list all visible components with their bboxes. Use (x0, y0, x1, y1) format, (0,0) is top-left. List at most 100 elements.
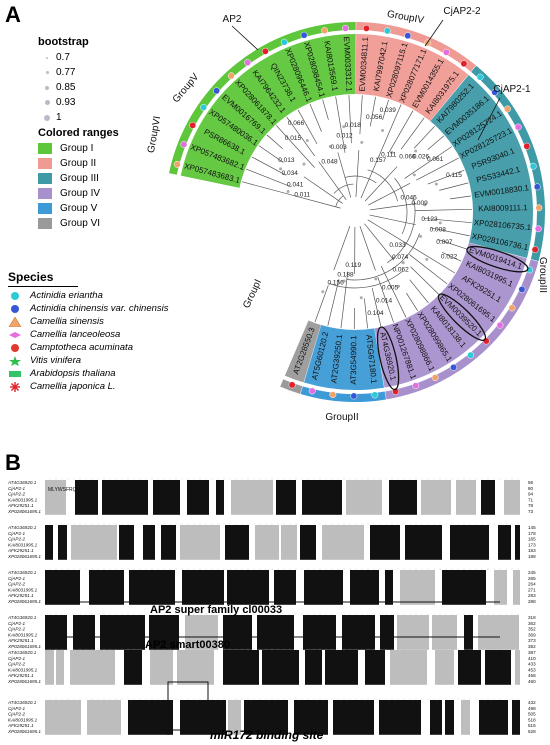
branch-value: 0.014 (376, 297, 393, 304)
seq-name: XP028061695.1 (7, 599, 41, 604)
species-marker (280, 38, 288, 46)
bootstrap-dot (321, 290, 325, 294)
species-row: Camellia sinensis (8, 315, 178, 328)
species-marker (523, 142, 531, 150)
seq-end: 518 (528, 717, 536, 722)
ap2-family-label: AP2 super family cl00033 (150, 604, 283, 616)
similar-block (513, 570, 520, 605)
tree-branch (303, 176, 343, 204)
seq-name: CjAP2-2 (8, 492, 26, 497)
species-marker (383, 27, 391, 35)
similar-block (228, 700, 241, 735)
species-row: Vitis vinifera (8, 354, 178, 367)
tree-branch (359, 95, 363, 135)
tree-branch (251, 156, 287, 176)
species-marker (180, 140, 188, 148)
branch-value: 0.066 (288, 120, 305, 127)
conserved-block (479, 700, 508, 735)
bootstrap-dot (328, 144, 332, 148)
species-label: Actinidia eriantha (30, 290, 103, 301)
group-label: GroupIV (386, 9, 425, 26)
seq-name: KAI8031995.1 (8, 632, 38, 637)
callout-label: AP2 (223, 14, 242, 25)
similar-block (177, 650, 214, 685)
branch-value: 0.008 (430, 227, 447, 234)
species-marker (227, 72, 235, 80)
range-swatch (38, 203, 52, 214)
group-sector (374, 242, 527, 388)
seq-end: 498 (528, 706, 536, 711)
conserved-block (325, 650, 358, 685)
seq-name: XP028061695.1 (7, 644, 41, 649)
conserved-block (128, 700, 173, 735)
bootstrap-dot (342, 279, 346, 283)
group-sector (180, 34, 356, 188)
branch-value: 0.188 (337, 271, 354, 278)
similar-block (456, 480, 476, 515)
pink-diamond-icon (8, 330, 24, 340)
conserved-block (405, 525, 442, 560)
conserved-block (244, 700, 288, 735)
cyan-circle-icon (8, 291, 24, 301)
similar-block (87, 700, 121, 735)
tree-branch (322, 99, 329, 120)
conserved-block (481, 480, 495, 515)
seq-end: 516 (528, 723, 536, 728)
range-swatch (38, 173, 52, 184)
seq-end: 265 (528, 576, 536, 581)
conserved-block (223, 650, 259, 685)
tree-branch (441, 252, 462, 262)
conserved-block (305, 650, 322, 685)
species-marker (412, 382, 420, 390)
leaf-label: EVM0033312.1 (342, 36, 354, 92)
similar-block (461, 700, 470, 735)
bootstrap-dot (381, 129, 385, 133)
species-list: Actinidia eriantha Actinidia chinensis va… (8, 289, 178, 393)
similar-block (56, 650, 64, 685)
species-marker (518, 285, 526, 293)
seq-name: CjAP2-2 (8, 582, 26, 587)
seq-end: 458 (528, 673, 536, 678)
conserved-block (45, 570, 80, 605)
ap2-smart-label: AP2 smart00380 (145, 639, 231, 651)
tree-branch (382, 99, 389, 121)
seq-end: 165 (528, 537, 536, 542)
conserved-block (153, 480, 180, 515)
conserved-block (389, 480, 417, 515)
conserved-block (45, 525, 53, 560)
tree-branch (295, 195, 341, 209)
tree-branch (413, 125, 435, 149)
conserved-block (276, 480, 296, 515)
seq-name: AFK29251.1 (7, 503, 34, 508)
bootstrap-title: bootstrap (38, 36, 89, 48)
similar-block (397, 615, 429, 650)
conserved-block (124, 650, 142, 685)
tree-branch (414, 208, 472, 211)
seq-end: 173 (528, 542, 536, 547)
bootstrap-dot (305, 138, 309, 142)
similar-block (180, 525, 220, 560)
species-label: Arabidopsis thaliana (30, 368, 116, 379)
similar-block (400, 570, 435, 605)
species-marker (200, 103, 208, 111)
group-sector (284, 320, 321, 383)
seq-name: KAI8031995.1 (8, 717, 38, 722)
species-legend: Species Actinidia eriantha Actinidia chin… (8, 270, 178, 393)
tree-branch (286, 116, 316, 157)
bootstrap-dot (359, 296, 363, 300)
tree-branch (409, 279, 429, 304)
species-marker (496, 321, 504, 329)
seq-name: AT4G36920.1 (7, 615, 37, 620)
branch-value: 0.111 (381, 151, 397, 158)
branch-value: 0.104 (367, 310, 384, 317)
tree-branch (423, 217, 472, 224)
conserved-block (89, 570, 124, 605)
seq-name: CjAP2-1 (8, 486, 26, 491)
tree-branch (364, 166, 398, 202)
similar-block (45, 480, 66, 515)
seq-end: 382 (528, 644, 536, 649)
similar-block (432, 615, 457, 650)
similar-block (322, 525, 364, 560)
seq-name: CjAP2-1 (8, 621, 26, 626)
tree-branch (360, 154, 380, 199)
